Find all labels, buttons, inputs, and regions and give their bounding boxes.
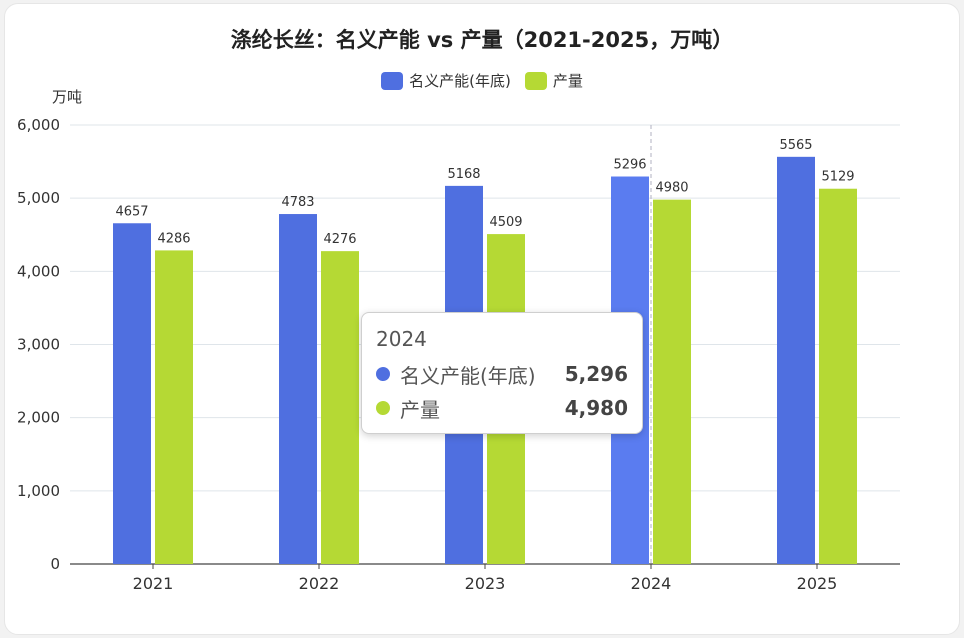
y-tick-label: 1,000: [17, 482, 60, 500]
tooltip-row-capacity: 名义产能(年底) 5,296: [376, 357, 628, 391]
legend-item-capacity[interactable]: 名义产能(年底): [381, 70, 511, 91]
data-label: 4276: [323, 232, 356, 247]
data-label: 4783: [281, 195, 314, 210]
tooltip-dot-output: [376, 401, 390, 415]
data-label: 4980: [655, 181, 688, 196]
data-label: 4286: [157, 231, 190, 246]
y-tick-label: 5,000: [17, 189, 60, 207]
x-tick-label: 2025: [797, 574, 838, 593]
tooltip: 2024 名义产能(年底) 5,296 产量 4,980: [361, 312, 643, 434]
y-axis-unit: 万吨: [52, 88, 83, 106]
legend-swatch-output: [524, 71, 547, 90]
tooltip-dot-capacity: [376, 367, 390, 381]
data-label: 4657: [115, 204, 148, 219]
chart-title: 涤纶长丝：名义产能 vs 产量（2021-2025，万吨）: [230, 28, 734, 52]
bar: [321, 251, 359, 564]
tooltip-row-output: 产量 4,980: [376, 391, 628, 425]
data-label: 5296: [613, 158, 646, 173]
legend-item-output[interactable]: 产量: [524, 70, 583, 91]
legend-label-capacity: 名义产能(年底): [409, 72, 511, 90]
bar: [777, 156, 815, 564]
bar: [113, 223, 151, 565]
tooltip-title: 2024: [376, 327, 427, 351]
legend-label-output: 产量: [552, 72, 583, 90]
bar: [279, 214, 317, 565]
x-tick-label: 2023: [465, 574, 506, 593]
x-tick-label: 2022: [299, 574, 340, 593]
bar: [155, 250, 193, 565]
bar: [819, 188, 857, 565]
y-tick-label: 2,000: [17, 409, 60, 427]
tooltip-value-capacity: 5,296: [564, 362, 628, 386]
data-label: 4509: [489, 215, 522, 230]
tooltip-name-output: 产量: [400, 397, 440, 422]
y-tick-label: 6,000: [17, 116, 60, 134]
y-tick-label: 4,000: [17, 262, 60, 280]
y-tick-label: 0: [50, 555, 60, 573]
tooltip-value-output: 4,980: [564, 396, 628, 420]
x-tick-label: 2021: [133, 574, 174, 593]
legend: 名义产能(年底) 产量: [0, 70, 964, 91]
tooltip-name-capacity: 名义产能(年底): [400, 363, 536, 388]
bar: [653, 199, 691, 564]
legend-swatch-capacity: [381, 71, 404, 90]
data-label: 5168: [447, 167, 480, 182]
y-tick-label: 3,000: [17, 336, 60, 354]
x-tick-label: 2024: [631, 574, 672, 593]
data-label: 5129: [821, 170, 854, 185]
data-label: 5565: [779, 138, 812, 153]
